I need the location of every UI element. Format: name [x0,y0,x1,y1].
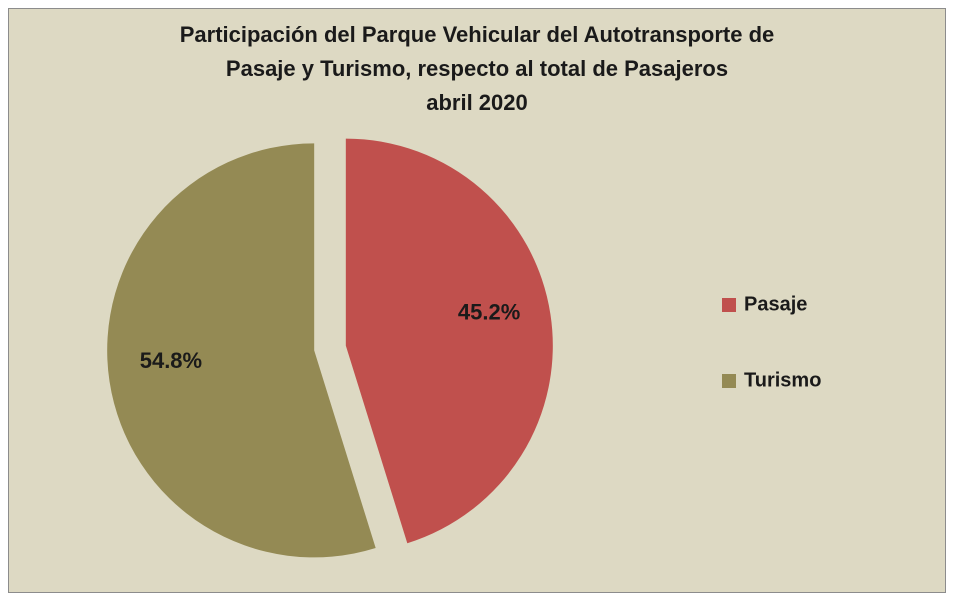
legend-label: Pasaje [744,293,807,315]
data-label: 45.2% [458,300,520,325]
chart-title: abril 2020 [426,90,528,115]
legend-swatch [722,298,736,312]
legend-label: Turismo [744,369,821,391]
pie-slice [107,143,376,558]
chart-title: Participación del Parque Vehicular del A… [180,22,775,47]
pie-slice [345,138,553,544]
legend-swatch [722,374,736,388]
data-label: 54.8% [140,348,202,373]
chart-title: Pasaje y Turismo, respecto al total de P… [226,56,728,81]
